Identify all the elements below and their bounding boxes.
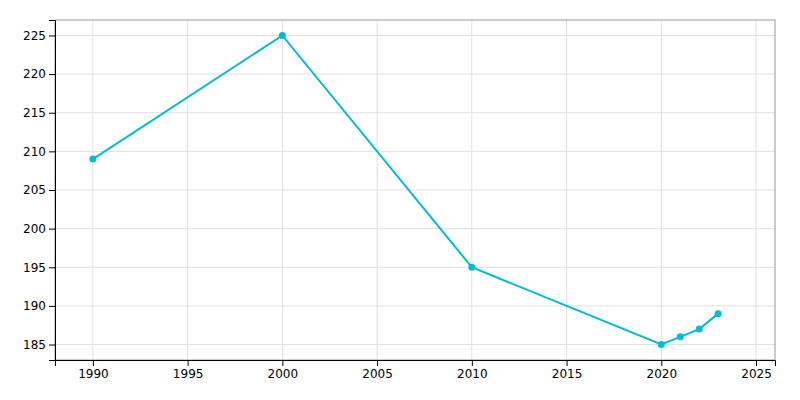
x-tick-label: 2015 xyxy=(552,367,583,381)
y-tick-mark xyxy=(49,151,55,152)
plot-frame xyxy=(55,20,775,360)
y-tick-mark xyxy=(49,190,55,191)
y-tick-label: 200 xyxy=(23,222,46,236)
y-tick-mark xyxy=(49,35,55,36)
y-tick-mark xyxy=(49,345,55,346)
y-tick-label: 205 xyxy=(23,183,46,197)
y-grid-line xyxy=(55,228,775,229)
y-tick-label: 225 xyxy=(23,29,46,43)
y-tick: 220 xyxy=(23,67,55,81)
y-tick-mark xyxy=(49,229,55,230)
y-tick: 195 xyxy=(23,261,55,275)
y-grid-line xyxy=(55,344,775,345)
x-tick-mark xyxy=(93,360,94,366)
y-grid-line xyxy=(55,267,775,268)
y-tick: 215 xyxy=(23,106,55,120)
grid xyxy=(55,20,775,360)
y-tick: 210 xyxy=(23,145,55,159)
x-tick-mark xyxy=(756,360,757,366)
line xyxy=(93,35,718,344)
x-tick-label: 1990 xyxy=(78,367,109,381)
x-tick-label: 2010 xyxy=(457,367,488,381)
x-tick-label: 1995 xyxy=(173,367,204,381)
y-tick-label: 190 xyxy=(23,299,46,313)
x-tick-label: 2025 xyxy=(741,367,772,381)
x-tick-mark xyxy=(188,360,189,366)
marker xyxy=(89,156,96,163)
y-grid-line xyxy=(55,151,775,152)
marker xyxy=(658,341,665,348)
x-tick-label: 2005 xyxy=(362,367,393,381)
y-grid-line xyxy=(55,35,775,36)
y-tick: 205 xyxy=(23,183,55,197)
x-tick-mark xyxy=(472,360,473,366)
chart: 1990 1995 2000 2005 2010 2015 2020 2025 185 190 19… xyxy=(0,0,800,400)
y-tick: 225 xyxy=(23,29,55,43)
x-axis: 1990 1995 2000 2005 2010 2015 2020 2025 xyxy=(56,360,776,381)
y-grid-line xyxy=(55,74,775,75)
x-axis-line xyxy=(56,361,776,367)
x-tick: 2005 xyxy=(362,360,393,381)
x-tick-mark xyxy=(661,360,662,366)
y-tick-label: 185 xyxy=(23,338,46,352)
y-axis-line xyxy=(49,21,56,361)
x-tick: 2000 xyxy=(268,360,299,381)
x-tick: 2020 xyxy=(647,360,678,381)
y-tick-label: 210 xyxy=(23,145,46,159)
marker xyxy=(677,333,684,340)
y-tick: 185 xyxy=(23,338,55,352)
x-tick-label: 2000 xyxy=(268,367,299,381)
marker xyxy=(715,310,722,317)
y-tick: 200 xyxy=(23,222,55,236)
marker xyxy=(696,326,703,333)
y-tick-mark xyxy=(49,267,55,268)
y-tick-label: 220 xyxy=(23,67,46,81)
x-tick: 1995 xyxy=(173,360,204,381)
marker xyxy=(279,32,286,39)
y-tick-label: 215 xyxy=(23,106,46,120)
x-tick-label: 2020 xyxy=(647,367,678,381)
x-tick: 2010 xyxy=(457,360,488,381)
x-tick: 2015 xyxy=(552,360,583,381)
y-tick-mark xyxy=(49,113,55,114)
marker xyxy=(468,264,475,271)
y-tick-label: 195 xyxy=(23,261,46,275)
x-tick-mark xyxy=(282,360,283,366)
y-axis: 185 190 195 200 205 210 215 220 225 xyxy=(23,21,55,361)
series xyxy=(89,32,721,348)
plot-area: 1990 1995 2000 2005 2010 2015 2020 2025 185 190 19… xyxy=(23,20,775,381)
y-grid-line xyxy=(55,190,775,191)
x-tick: 2025 xyxy=(741,360,772,381)
x-tick-mark xyxy=(377,360,378,366)
y-grid-line xyxy=(55,305,775,306)
x-tick-mark xyxy=(567,360,568,366)
y-tick-mark xyxy=(49,306,55,307)
y-tick: 190 xyxy=(23,299,55,313)
x-tick: 1990 xyxy=(78,360,109,381)
y-tick-mark xyxy=(49,74,55,75)
